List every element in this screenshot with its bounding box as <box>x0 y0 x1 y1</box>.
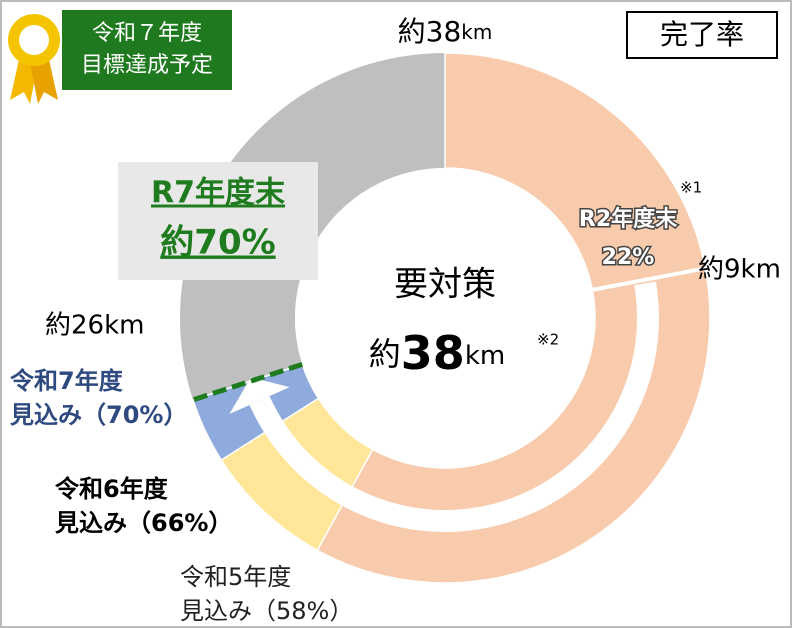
target-name: R7年度末 <box>151 176 285 211</box>
milestone-name: R2年度末 <box>579 206 678 232</box>
badge <box>62 10 232 90</box>
legend-text: 完了率 <box>660 18 744 51</box>
milestone-name: 令和5年度 <box>180 563 291 591</box>
target-box <box>118 162 318 280</box>
milestone-name: 令和6年度 <box>55 475 169 503</box>
milestone-line <box>591 265 710 292</box>
center-total-part: km <box>465 341 505 371</box>
milestone-value: 見込み（70%） <box>10 401 187 429</box>
top-label-part: 約 <box>398 15 426 48</box>
legend-box <box>626 11 778 59</box>
milestone-value: 見込み（66%） <box>55 509 232 537</box>
milestone-value: 22% <box>602 245 655 270</box>
milestone-name: 令和7年度 <box>10 367 124 395</box>
target-value: 約70% <box>160 223 275 263</box>
center-title: 要対策 <box>394 265 496 305</box>
badge-line: 目標達成予定 <box>81 53 213 78</box>
note: ※1 <box>680 179 702 197</box>
distance-label: 約9km <box>698 255 781 285</box>
center-hole <box>295 168 595 468</box>
milestone-value: 見込み（58%） <box>180 597 353 625</box>
center-total: 約38km <box>369 326 505 380</box>
top-label: 約38km <box>398 15 493 48</box>
top-label-part: km <box>461 20 492 44</box>
note: ※2 <box>537 331 559 349</box>
arrow-head <box>229 377 290 414</box>
center-total-part: 38 <box>401 326 465 380</box>
badge-line: 令和７年度 <box>92 21 202 46</box>
top-label-part: 38 <box>426 15 462 48</box>
center-total-part: 約 <box>369 335 401 373</box>
medal-icon <box>8 14 60 104</box>
distance-label: 約26km <box>45 311 144 341</box>
